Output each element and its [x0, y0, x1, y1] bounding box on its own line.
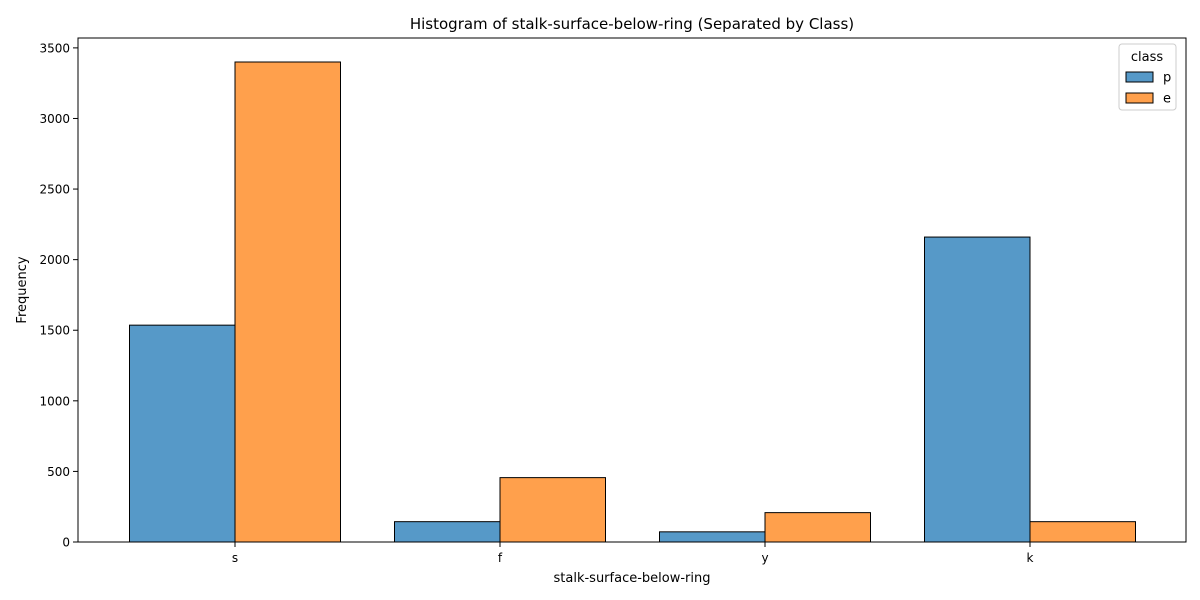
- y-tick-label: 2500: [39, 183, 70, 197]
- y-tick-label: 1000: [39, 394, 70, 408]
- legend-title: class: [1131, 50, 1163, 65]
- x-tick-label: f: [498, 551, 503, 565]
- bar-p-y: [659, 531, 766, 543]
- bar-e-s: [234, 61, 341, 543]
- y-tick-label: 2000: [39, 253, 70, 267]
- y-tick-label: 500: [47, 465, 70, 479]
- bars-group: [129, 61, 1136, 543]
- x-tick-label: s: [232, 551, 238, 565]
- bar-p-k: [924, 236, 1031, 543]
- chart-title: Histogram of stalk-surface-below-ring (S…: [410, 15, 854, 33]
- y-tick-label: 0: [62, 536, 70, 550]
- y-tick-label: 3500: [39, 41, 70, 55]
- legend-swatch-e: [1125, 92, 1154, 104]
- bar-p-s: [129, 324, 236, 543]
- x-tick-label: k: [1027, 551, 1034, 565]
- y-tick-label: 1500: [39, 324, 70, 338]
- bar-p-f: [394, 521, 501, 543]
- legend: class pe: [1118, 43, 1177, 111]
- legend-swatch-p: [1125, 71, 1154, 83]
- legend-label-p: p: [1163, 71, 1171, 86]
- y-axis: 0 500 1000 1500 2000 2500 3000 3500: [39, 41, 78, 550]
- bar-e-f: [499, 477, 606, 543]
- y-axis-label: Frequency: [15, 256, 30, 323]
- bar-e-k: [1029, 521, 1136, 543]
- x-axis-label: stalk-surface-below-ring: [554, 571, 711, 586]
- y-tick-label: 3000: [39, 112, 70, 126]
- bar-e-y: [764, 512, 871, 543]
- x-tick-label: y: [761, 551, 768, 565]
- legend-label-e: e: [1163, 92, 1171, 107]
- plot-frame: [77, 37, 1187, 543]
